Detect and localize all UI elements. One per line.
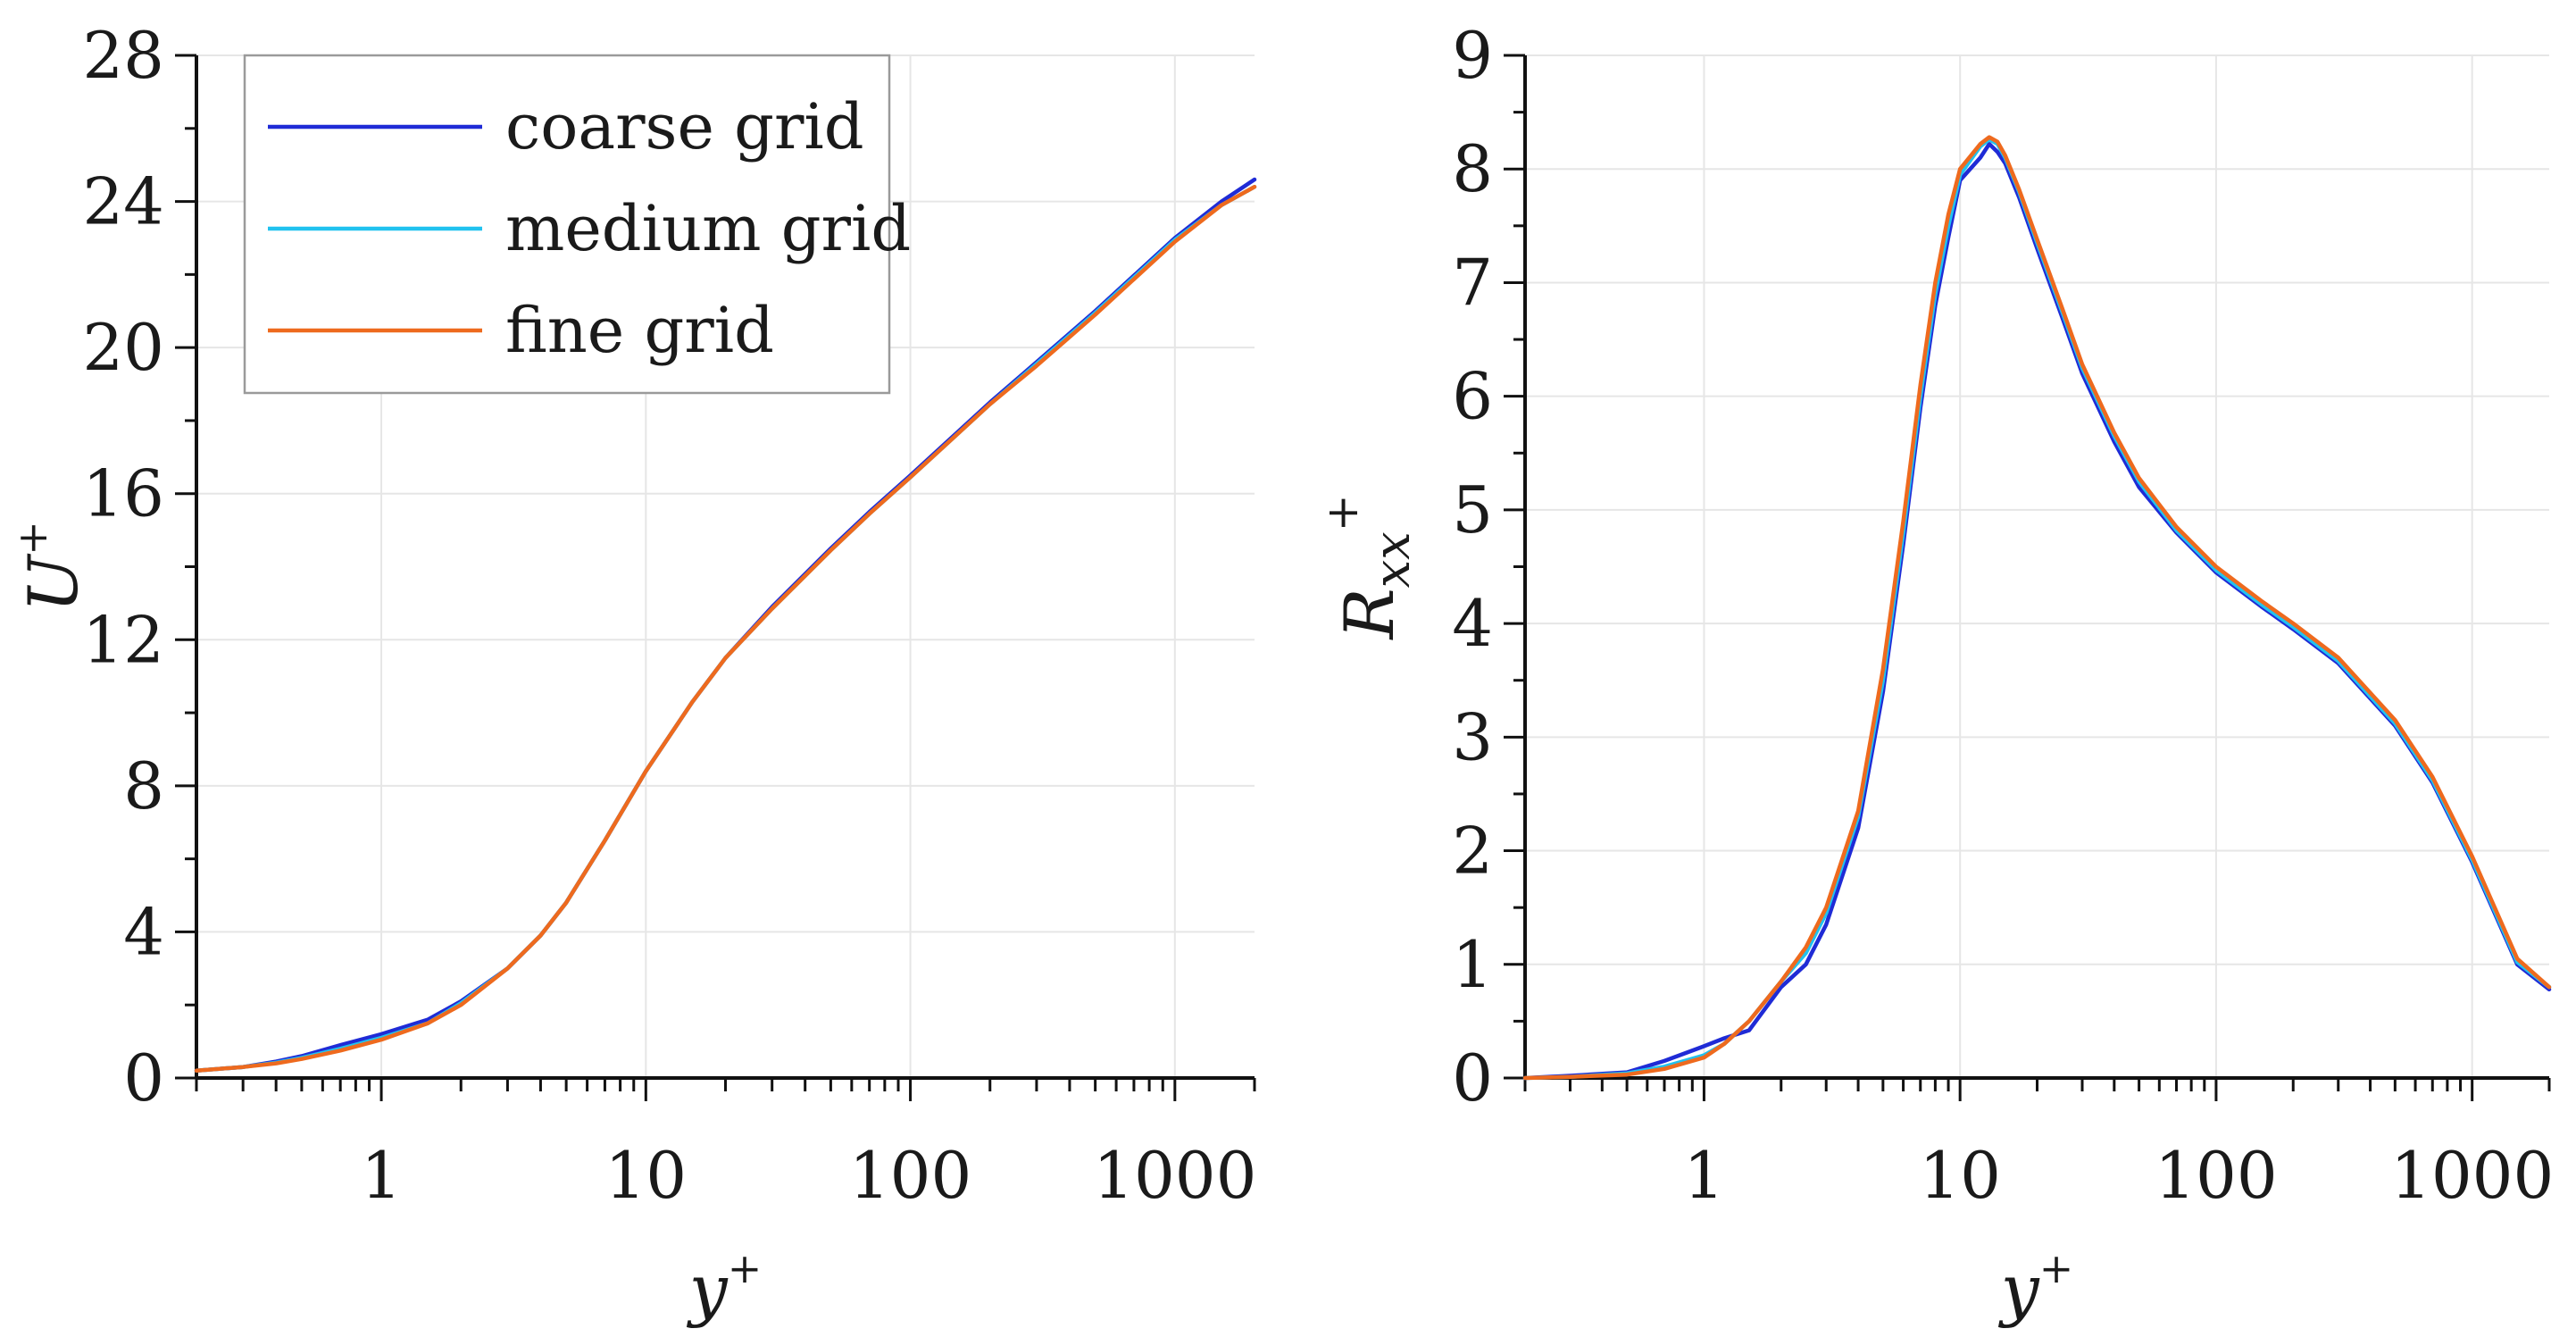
y-tick-label: 0: [123, 1040, 164, 1116]
series-line-medium-grid: [1522, 137, 2552, 1081]
y-tick-label: 16: [82, 456, 164, 531]
chart-u-plus: 0 4 8 12 16 20 24 28 1 10 100 1000 y+ U+ coarse grid me…: [8, 18, 1256, 1329]
y-axis-label: Rxx+: [1316, 494, 1421, 640]
x-tick-label: 1000: [2390, 1138, 2554, 1213]
x-tick-label: 100: [2155, 1138, 2277, 1213]
x-tick-label: 1: [1684, 1138, 1725, 1213]
y-tick-label: 7: [1452, 245, 1493, 320]
series-line-fine-grid: [194, 184, 1257, 1074]
x-axis-label: y+: [687, 1244, 762, 1329]
legend-label-fine-grid: fine grid: [505, 294, 774, 367]
y-tick-label: 8: [1452, 131, 1493, 206]
x-tick-label: 1: [361, 1138, 402, 1213]
y-tick-label: 0: [1452, 1040, 1493, 1116]
y-tick-label: 3: [1452, 699, 1493, 774]
series-line-fine-grid: [1522, 135, 2552, 1081]
series-line-coarse-grid: [1522, 141, 2552, 1081]
x-tick-label: 1000: [1093, 1138, 1256, 1213]
y-axis-label: U+: [8, 521, 93, 613]
x-tick-label: 10: [605, 1138, 688, 1213]
x-tick-label: 10: [1919, 1138, 2001, 1213]
chart-rxx-plus: 0 1 2 3 4 5 6 7 8 9 1 10 100 1000 y+ Rxx+: [1316, 18, 2554, 1329]
y-tick-label: 28: [82, 18, 164, 93]
y-tick-label: 6: [1452, 359, 1493, 434]
legend: coarse grid medium grid fine grid: [243, 54, 911, 395]
y-tick-label: 4: [123, 894, 164, 969]
y-tick-label: 24: [82, 164, 164, 239]
y-tick-label: 9: [1452, 18, 1493, 93]
y-tick-label: 5: [1452, 472, 1493, 547]
x-axis-label: y+: [1998, 1244, 2073, 1329]
x-tick-label: 100: [849, 1138, 971, 1213]
legend-label-coarse-grid: coarse grid: [505, 90, 864, 163]
y-tick-label: 20: [82, 310, 164, 385]
y-tick-label: 1: [1452, 927, 1493, 1002]
y-tick-label: 12: [82, 602, 164, 677]
y-tick-label: 4: [1452, 586, 1493, 661]
legend-box: [243, 54, 891, 395]
y-tick-label: 8: [123, 748, 164, 823]
legend-label-medium-grid: medium grid: [505, 192, 911, 265]
y-tick-label: 2: [1452, 814, 1493, 889]
